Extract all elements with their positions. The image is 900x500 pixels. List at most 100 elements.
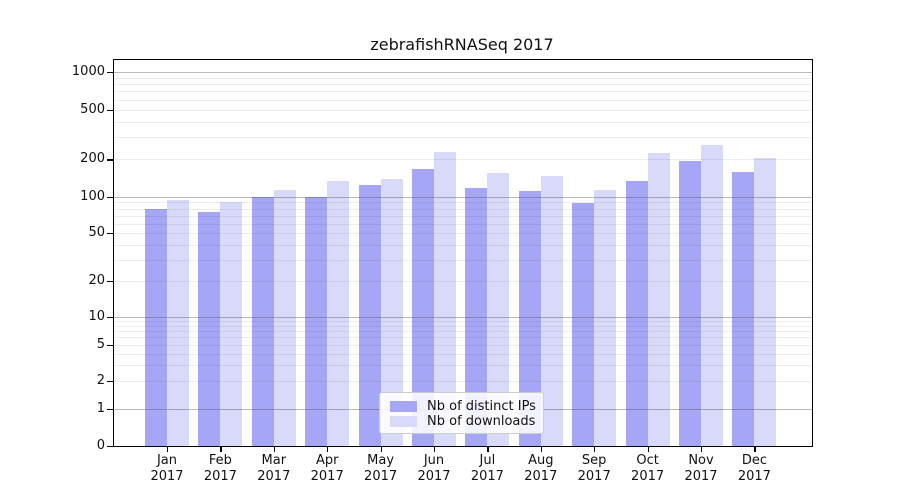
minor-gridline — [114, 321, 812, 323]
bar-downloads — [273, 189, 296, 446]
bar-downloads — [647, 152, 670, 446]
x-tick-mark — [701, 447, 703, 452]
x-tick-label: Sep 2017 — [577, 453, 611, 484]
minor-gridline — [114, 280, 812, 282]
x-tick-mark — [434, 447, 436, 452]
y-tick-mark — [107, 72, 113, 74]
minor-gridline — [114, 259, 812, 261]
y-tick-label: 5 — [96, 336, 105, 352]
y-tick-mark — [107, 409, 113, 411]
y-tick-label: 1 — [96, 401, 105, 416]
minor-gridline — [114, 344, 812, 346]
minor-gridline — [114, 91, 812, 93]
minor-gridline — [114, 325, 812, 327]
minor-gridline — [114, 121, 812, 123]
minor-gridline — [114, 331, 812, 333]
bar-distinct-ips — [732, 171, 755, 446]
minor-gridline — [114, 208, 812, 210]
major-gridline — [114, 317, 812, 318]
bar-downloads — [434, 151, 456, 446]
x-tick-mark — [647, 447, 649, 452]
y-tick-label: 100 — [80, 189, 105, 204]
x-tick-label: Mar 2017 — [257, 453, 291, 484]
x-tick-label: Jan 2017 — [150, 453, 184, 484]
y-tick-label: 50 — [88, 225, 105, 241]
bar-downloads — [594, 189, 617, 446]
minor-gridline — [114, 233, 812, 235]
bar-distinct-ips — [572, 202, 595, 446]
bar-distinct-ips — [305, 197, 328, 446]
bar-distinct-ips — [679, 161, 701, 446]
bar-downloads — [754, 158, 777, 446]
plot-area — [113, 59, 813, 447]
y-tick-mark — [107, 109, 113, 111]
minor-gridline — [114, 244, 812, 246]
legend-swatch-distinct-ips-icon — [390, 400, 417, 412]
legend-label-downloads: Nb of downloads — [427, 413, 536, 429]
y-tick-mark — [107, 280, 113, 283]
bar-distinct-ips — [145, 208, 167, 446]
x-tick-label: Oct 2017 — [631, 453, 665, 484]
legend-swatch-downloads-icon — [390, 415, 417, 427]
legend: Nb of distinct IPs Nb of downloads — [379, 392, 544, 434]
minor-gridline — [114, 77, 812, 79]
bar-downloads — [701, 145, 723, 446]
legend-label-distinct-ips: Nb of distinct IPs — [427, 398, 536, 414]
bar-downloads — [380, 179, 403, 446]
major-gridline — [114, 197, 812, 198]
x-tick-mark — [754, 447, 756, 452]
minor-gridline — [114, 99, 812, 101]
major-gridline — [114, 72, 812, 73]
y-tick-mark — [107, 381, 113, 383]
minor-gridline — [114, 202, 812, 204]
x-tick-label: Feb 2017 — [203, 453, 237, 484]
bar-distinct-ips — [625, 181, 648, 446]
x-tick-label: Jun 2017 — [417, 453, 451, 484]
minor-gridline — [114, 365, 812, 367]
y-tick-mark — [107, 233, 113, 235]
y-tick-label: 500 — [80, 101, 105, 117]
y-tick-mark — [107, 446, 113, 448]
x-tick-label: May 2017 — [364, 453, 398, 484]
x-tick-mark — [540, 447, 542, 452]
x-tick-mark — [220, 447, 222, 452]
y-tick-mark — [107, 197, 113, 199]
minor-gridline — [114, 381, 812, 383]
x-tick-mark — [167, 447, 169, 452]
x-tick-label: Nov 2017 — [684, 453, 718, 484]
bar-downloads — [327, 181, 350, 446]
bar-downloads — [167, 199, 189, 446]
legend-item-downloads: Nb of downloads — [390, 413, 536, 429]
bar-distinct-ips — [358, 185, 381, 446]
x-tick-label: Jul 2017 — [470, 453, 504, 484]
minor-gridline — [114, 159, 812, 161]
y-tick-mark — [107, 159, 113, 161]
x-tick-mark — [327, 447, 329, 452]
legend-item-distinct-ips: Nb of distinct IPs — [390, 398, 536, 414]
bar-downloads — [487, 172, 510, 446]
y-tick-mark — [107, 317, 113, 319]
x-tick-label: Dec 2017 — [737, 453, 771, 484]
y-tick-label: 1000 — [71, 64, 105, 79]
bar-distinct-ips — [518, 191, 541, 446]
x-tick-mark — [594, 447, 596, 452]
minor-gridline — [114, 215, 812, 217]
bar-distinct-ips — [465, 187, 488, 446]
y-tick-label: 200 — [80, 151, 105, 167]
bar-distinct-ips — [251, 197, 274, 446]
bar-distinct-ips — [198, 212, 221, 446]
minor-gridline — [114, 84, 812, 86]
x-tick-mark — [380, 447, 382, 452]
bar-downloads — [220, 201, 243, 446]
x-tick-mark — [487, 447, 489, 452]
y-tick-label: 0 — [96, 438, 105, 453]
x-tick-mark — [273, 447, 275, 452]
bar-downloads — [540, 175, 563, 446]
bar-distinct-ips — [412, 168, 434, 446]
minor-gridline — [114, 353, 812, 355]
minor-gridline — [114, 337, 812, 339]
minor-gridline — [114, 223, 812, 225]
x-tick-label: Apr 2017 — [310, 453, 344, 484]
y-tick-label: 10 — [88, 309, 105, 324]
